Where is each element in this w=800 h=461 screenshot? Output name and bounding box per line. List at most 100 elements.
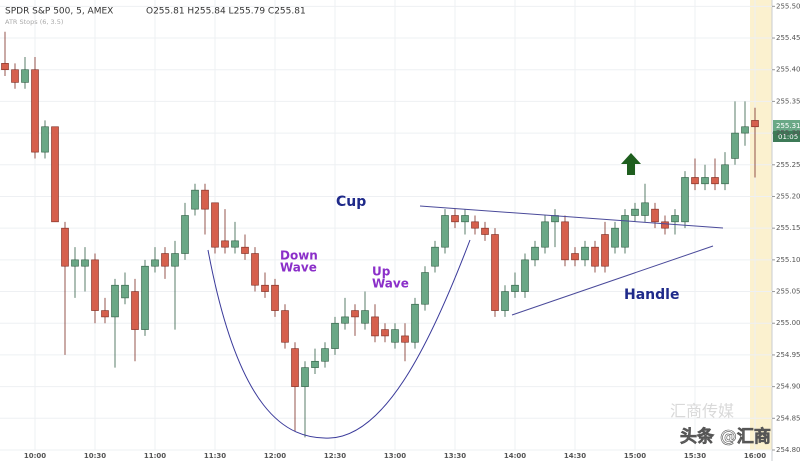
chart-title: SPDR S&P 500, 5, AMEX <box>5 7 113 17</box>
candle-body <box>601 234 609 267</box>
y-tick-label: 255.15 <box>776 224 800 232</box>
grid <box>0 0 775 451</box>
candle-body <box>171 253 179 267</box>
candle-body <box>431 246 439 267</box>
candle-body <box>91 259 99 311</box>
x-tick-label: 13:30 <box>444 452 466 460</box>
candle-body <box>681 177 689 223</box>
price-badge: 255.31 <box>776 122 800 130</box>
candle-body <box>41 126 49 153</box>
annotation-handle: Handle <box>624 287 679 303</box>
candle-body <box>191 189 199 210</box>
x-tick-label: 12:30 <box>324 452 346 460</box>
x-tick-label: 11:00 <box>144 452 166 460</box>
y-tick-label: 255.35 <box>776 97 800 105</box>
candle-body <box>211 202 219 248</box>
x-tick-label: 16:00 <box>744 452 766 460</box>
cup-curve <box>207 239 471 439</box>
candle-body <box>311 360 319 368</box>
candle-body <box>691 177 699 185</box>
candle-body <box>521 259 529 292</box>
candle-body <box>261 284 269 292</box>
candle-body <box>541 221 549 248</box>
candle-body <box>491 234 499 311</box>
candle-body <box>511 284 519 292</box>
candle-body <box>381 329 389 337</box>
watermark: 汇商传媒 <box>670 402 734 421</box>
watermark: 头条 @汇商 <box>680 426 771 447</box>
candle-body <box>21 69 29 83</box>
candle-body <box>321 348 329 362</box>
x-tick-label: 14:30 <box>564 452 586 460</box>
candle-body <box>121 284 129 299</box>
candle-body <box>391 329 399 343</box>
candle-body <box>371 316 379 337</box>
candle-body <box>481 227 489 235</box>
candle-body <box>351 310 359 318</box>
candle-body <box>591 246 599 267</box>
ohlc-readout: O255.81 H255.84 L255.79 C255.81 <box>146 7 306 17</box>
candle-body <box>531 246 539 261</box>
candle-body <box>441 215 449 248</box>
candle-body <box>701 177 709 185</box>
candle-body <box>631 208 639 216</box>
y-tick-label: 255.40 <box>776 66 800 74</box>
y-tick-label: 255.20 <box>776 192 800 200</box>
annotation-down-wave: Wave <box>280 261 317 275</box>
y-tick-label: 255.30 <box>776 129 800 137</box>
candle-body <box>461 215 469 223</box>
candle-body <box>361 310 369 324</box>
candle-body <box>721 164 729 185</box>
y-tick-label: 254.90 <box>776 383 800 391</box>
candle-body <box>561 221 569 261</box>
x-tick-label: 15:30 <box>684 452 706 460</box>
candle-body <box>221 240 229 248</box>
candle-body <box>1 63 9 71</box>
candle-body <box>651 208 659 223</box>
candle-body <box>741 126 749 134</box>
handle-lower-line <box>511 245 714 316</box>
candle-body <box>251 253 259 286</box>
y-tick-label: 255.25 <box>776 161 800 169</box>
y-tick-label: 255.50 <box>776 2 800 10</box>
annotation-down-wave: Down <box>280 249 318 263</box>
time-badge: 01:05 <box>778 133 798 141</box>
candle-body <box>51 126 59 223</box>
candle-body <box>31 69 39 153</box>
candles <box>1 31 759 438</box>
candle-body <box>611 227 619 248</box>
candle-body <box>711 177 719 185</box>
x-tick-label: 14:00 <box>504 452 526 460</box>
y-tick-label: 255.05 <box>776 288 800 296</box>
candle-body <box>661 221 669 229</box>
candle-body <box>301 367 309 387</box>
annotation-up-wave: Wave <box>372 277 409 291</box>
candle-body <box>81 259 89 267</box>
candle-body <box>281 310 289 343</box>
candle-body <box>751 120 759 128</box>
candle-body <box>621 215 629 248</box>
time-badge-bg <box>773 131 800 142</box>
candle-body <box>181 215 189 254</box>
candle-body <box>331 322 339 349</box>
candle-body <box>501 291 509 311</box>
annotation-cup: Cup <box>336 194 366 210</box>
up-arrow <box>621 153 641 175</box>
candle-body <box>201 189 209 210</box>
candle-body <box>61 227 69 267</box>
price-badge-bg <box>773 120 800 131</box>
y-tick-label: 255.10 <box>776 256 800 264</box>
candle-body <box>291 348 299 387</box>
session-highlight <box>750 0 772 450</box>
candle-body <box>451 215 459 223</box>
x-tick-label: 11:30 <box>204 452 226 460</box>
y-tick-label: 255.45 <box>776 34 800 42</box>
candle-body <box>141 265 149 330</box>
candle-body <box>641 202 649 216</box>
candle-body <box>581 246 589 261</box>
y-tick-label: 255.00 <box>776 319 800 327</box>
x-tick-label: 12:00 <box>264 452 286 460</box>
y-tick-label: 254.95 <box>776 351 800 359</box>
